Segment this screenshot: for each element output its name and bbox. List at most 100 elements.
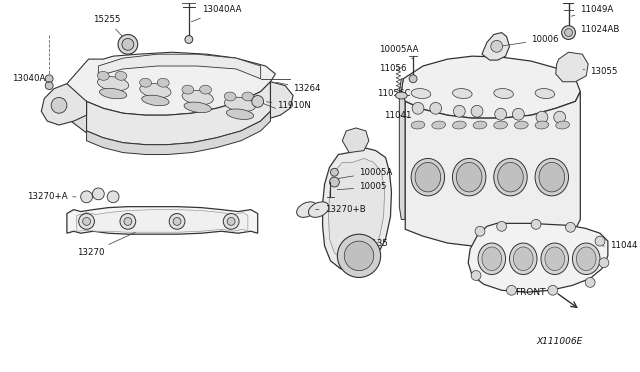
Circle shape bbox=[169, 214, 185, 229]
Ellipse shape bbox=[182, 90, 213, 105]
Circle shape bbox=[491, 41, 502, 52]
Ellipse shape bbox=[415, 163, 441, 192]
Polygon shape bbox=[323, 148, 392, 270]
Ellipse shape bbox=[140, 83, 171, 98]
Polygon shape bbox=[342, 128, 369, 153]
Circle shape bbox=[330, 177, 339, 187]
Ellipse shape bbox=[225, 97, 255, 112]
Circle shape bbox=[453, 105, 465, 117]
Polygon shape bbox=[401, 56, 580, 118]
Text: X111006E: X111006E bbox=[536, 337, 582, 346]
Circle shape bbox=[595, 236, 605, 246]
Circle shape bbox=[471, 105, 483, 117]
Ellipse shape bbox=[456, 163, 482, 192]
Text: 13040AA: 13040AA bbox=[191, 6, 241, 22]
Polygon shape bbox=[328, 158, 385, 263]
Polygon shape bbox=[42, 84, 86, 125]
Circle shape bbox=[223, 214, 239, 229]
Ellipse shape bbox=[308, 202, 329, 217]
Ellipse shape bbox=[184, 102, 211, 113]
Circle shape bbox=[45, 75, 53, 83]
Ellipse shape bbox=[535, 158, 568, 196]
Polygon shape bbox=[468, 223, 608, 292]
Ellipse shape bbox=[242, 92, 253, 101]
Ellipse shape bbox=[498, 163, 524, 192]
Ellipse shape bbox=[452, 89, 472, 99]
Ellipse shape bbox=[452, 158, 486, 196]
Ellipse shape bbox=[99, 88, 127, 99]
Ellipse shape bbox=[494, 89, 513, 99]
Polygon shape bbox=[271, 82, 293, 118]
Polygon shape bbox=[77, 209, 248, 232]
Ellipse shape bbox=[97, 71, 109, 80]
Text: 11049A: 11049A bbox=[572, 6, 614, 16]
Circle shape bbox=[513, 108, 524, 120]
Text: 10005A: 10005A bbox=[337, 168, 392, 179]
Text: 15255: 15255 bbox=[93, 15, 126, 40]
Polygon shape bbox=[86, 82, 271, 145]
Text: 10005: 10005 bbox=[337, 183, 387, 192]
Circle shape bbox=[124, 218, 132, 225]
Circle shape bbox=[475, 226, 485, 236]
Polygon shape bbox=[405, 92, 580, 246]
Ellipse shape bbox=[509, 243, 537, 275]
Ellipse shape bbox=[115, 71, 127, 80]
Ellipse shape bbox=[297, 202, 317, 217]
Text: 13040A: 13040A bbox=[12, 74, 49, 83]
Ellipse shape bbox=[396, 92, 407, 99]
Ellipse shape bbox=[577, 247, 596, 270]
Ellipse shape bbox=[411, 121, 425, 129]
Text: 11056C: 11056C bbox=[377, 89, 410, 98]
Ellipse shape bbox=[227, 109, 253, 119]
Circle shape bbox=[118, 35, 138, 54]
Text: 11024AB: 11024AB bbox=[572, 25, 620, 34]
Polygon shape bbox=[99, 54, 260, 79]
Ellipse shape bbox=[494, 121, 508, 129]
Ellipse shape bbox=[411, 158, 445, 196]
Text: 11041: 11041 bbox=[383, 111, 411, 120]
Circle shape bbox=[566, 222, 575, 232]
Circle shape bbox=[227, 218, 235, 225]
Ellipse shape bbox=[157, 78, 169, 87]
Circle shape bbox=[471, 270, 481, 280]
Circle shape bbox=[548, 285, 557, 295]
Circle shape bbox=[506, 285, 516, 295]
Text: 11044: 11044 bbox=[603, 241, 637, 250]
Ellipse shape bbox=[473, 121, 487, 129]
Ellipse shape bbox=[513, 247, 533, 270]
Ellipse shape bbox=[478, 243, 506, 275]
Circle shape bbox=[564, 29, 572, 36]
Circle shape bbox=[45, 82, 53, 90]
Ellipse shape bbox=[545, 247, 564, 270]
Text: 10005AA: 10005AA bbox=[379, 45, 418, 59]
Ellipse shape bbox=[556, 121, 570, 129]
Circle shape bbox=[120, 214, 136, 229]
Polygon shape bbox=[482, 33, 509, 60]
Text: 11910N: 11910N bbox=[266, 101, 311, 110]
Circle shape bbox=[412, 102, 424, 114]
Ellipse shape bbox=[515, 121, 528, 129]
Circle shape bbox=[252, 96, 264, 107]
Circle shape bbox=[185, 35, 193, 44]
Polygon shape bbox=[67, 207, 258, 234]
Circle shape bbox=[409, 75, 417, 83]
Polygon shape bbox=[399, 79, 405, 219]
Circle shape bbox=[585, 278, 595, 287]
Polygon shape bbox=[86, 111, 271, 154]
Ellipse shape bbox=[572, 243, 600, 275]
Polygon shape bbox=[67, 52, 275, 115]
Circle shape bbox=[173, 218, 181, 225]
Text: FRONT: FRONT bbox=[515, 288, 546, 297]
Circle shape bbox=[599, 258, 609, 267]
Circle shape bbox=[122, 38, 134, 50]
Text: 13270: 13270 bbox=[77, 232, 135, 257]
Circle shape bbox=[536, 111, 548, 123]
Text: SEC. 135: SEC. 135 bbox=[349, 238, 388, 247]
Ellipse shape bbox=[97, 77, 129, 91]
Ellipse shape bbox=[482, 247, 502, 270]
Circle shape bbox=[81, 191, 92, 203]
Circle shape bbox=[430, 102, 442, 114]
Circle shape bbox=[51, 97, 67, 113]
Text: 13264: 13264 bbox=[276, 82, 321, 93]
Text: 13055: 13055 bbox=[583, 67, 618, 76]
